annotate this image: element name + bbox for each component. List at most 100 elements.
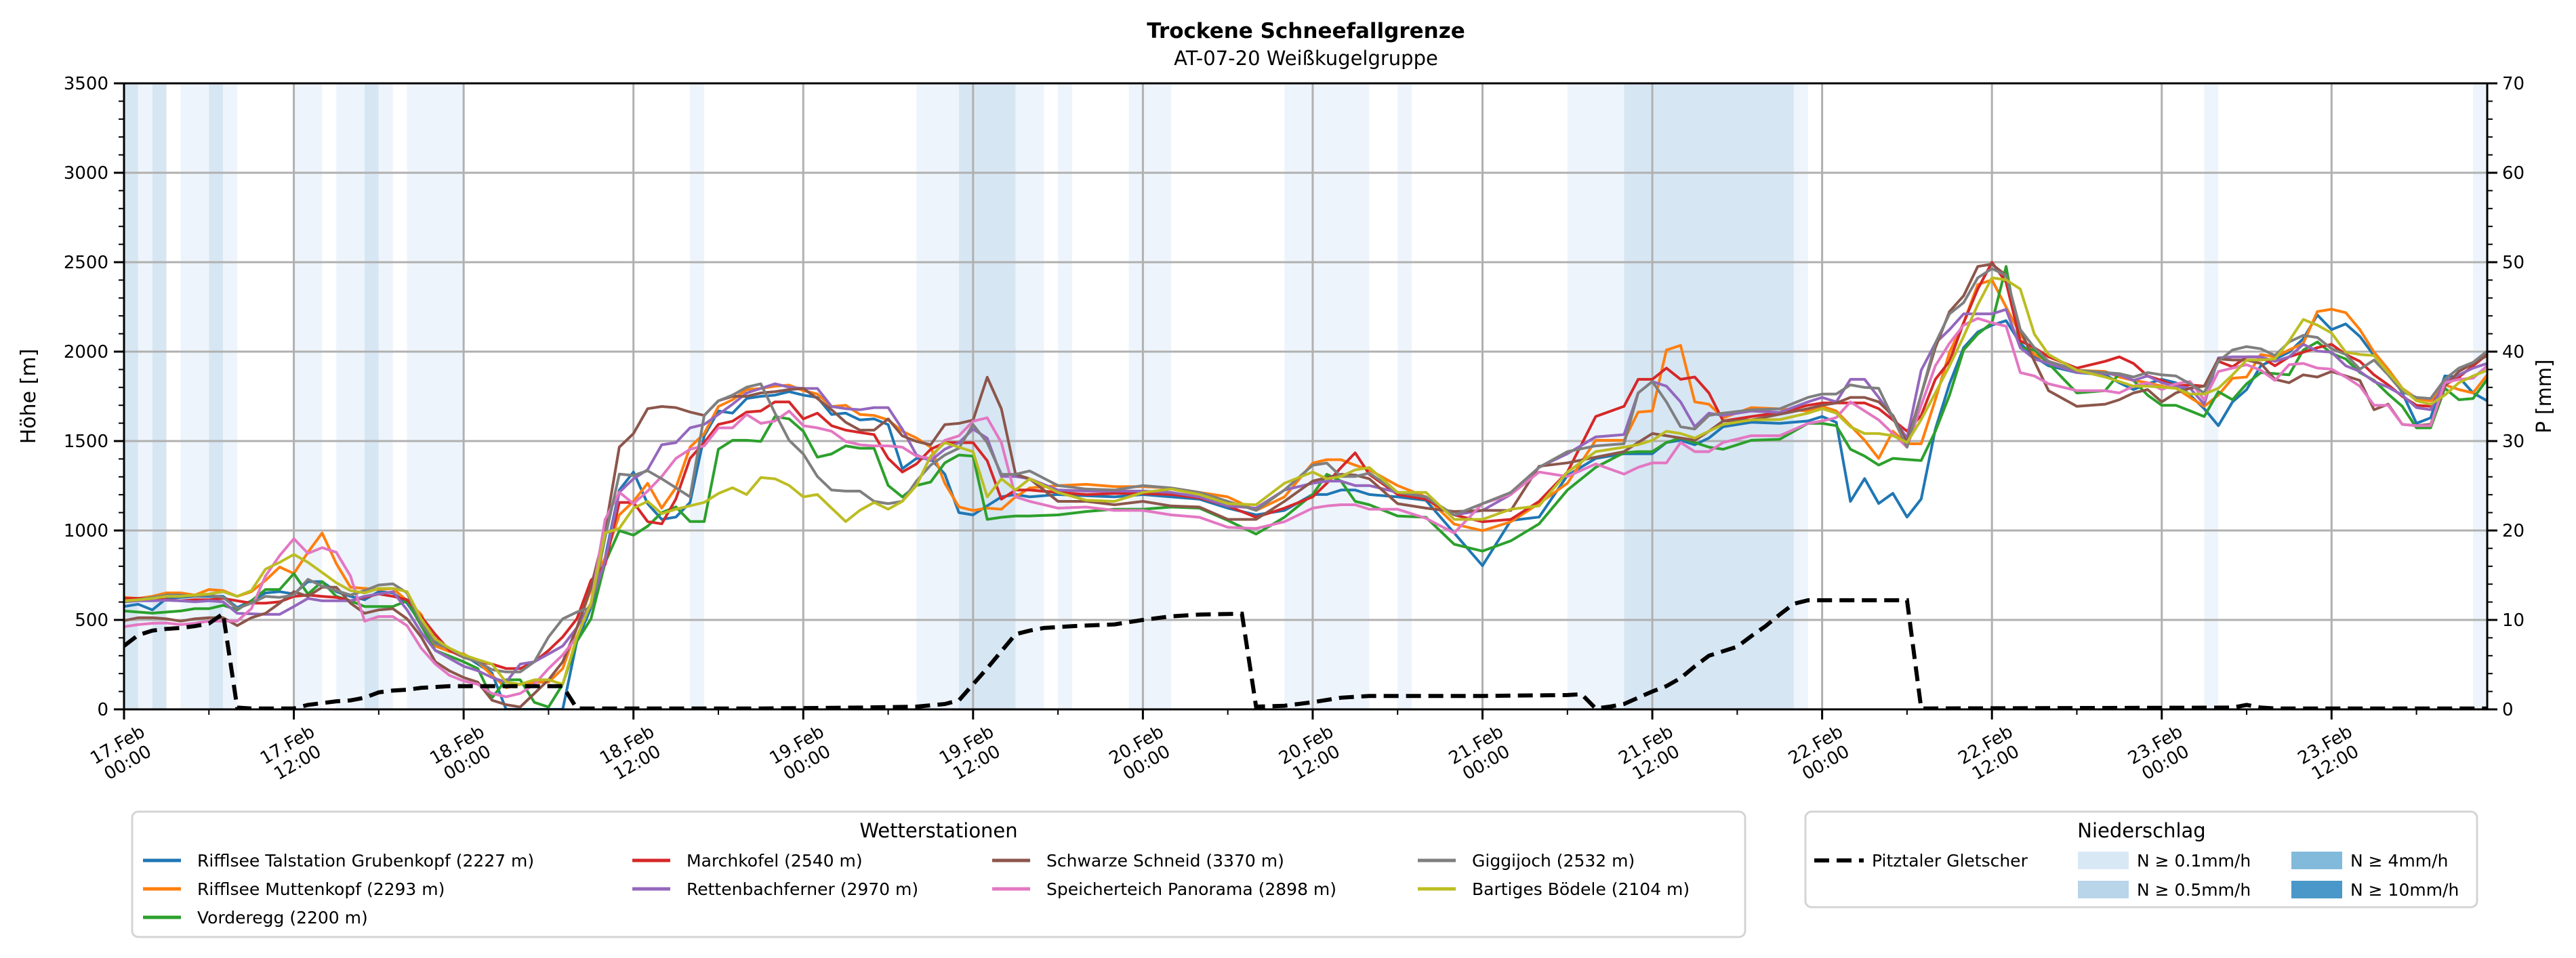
- y2-tick-label: 10: [2502, 610, 2524, 631]
- legend-item: Rifflsee Talstation Grubenkopf (2227 m): [143, 851, 534, 871]
- plot-frame: [123, 82, 2489, 711]
- legend-label: Rettenbachferner (2970 m): [687, 879, 918, 899]
- series-line-7: [124, 267, 2487, 673]
- x-tick-label-text: 22.Feb00:00: [1785, 722, 1857, 787]
- precip-band: [209, 83, 224, 709]
- x-tick-label: 20.Feb12:00: [1275, 722, 1347, 787]
- legend-item: Rifflsee Muttenkopf (2293 m): [143, 879, 445, 899]
- legend-item: Vorderegg (2200 m): [143, 908, 368, 928]
- x-tick-label: 19.Feb00:00: [766, 722, 838, 787]
- legend-label: Schwarze Schneid (3370 m): [1046, 851, 1284, 871]
- precip-band: [1397, 83, 1412, 709]
- series-line-8: [124, 276, 2487, 686]
- precip-band: [1284, 83, 1370, 709]
- y-tick-label: 3000: [64, 163, 108, 184]
- legend-stations-title: Wetterstationen: [859, 819, 1017, 842]
- chart-subtitle: AT-07-20 Weißkugelgruppe: [1174, 47, 1438, 70]
- precip-band: [1567, 83, 1624, 709]
- y-axis-label: Höhe [m]: [17, 349, 41, 444]
- x-tick-label-text: 23.Feb12:00: [2295, 722, 2367, 787]
- precip-band: [293, 83, 323, 709]
- x-tick-label-text: 21.Feb12:00: [1615, 722, 1687, 787]
- x-tick-label-text: 21.Feb00:00: [1446, 722, 1517, 787]
- legend-item: Schwarze Schneid (3370 m): [992, 851, 1284, 871]
- x-tick-label: 22.Feb12:00: [1955, 722, 2027, 787]
- precip-band: [407, 83, 464, 709]
- x-tick-label-text: 22.Feb12:00: [1955, 722, 2027, 787]
- series-line-5: [124, 262, 2487, 709]
- x-tick-label: 22.Feb00:00: [1785, 722, 1857, 787]
- x-tick-label: 23.Feb12:00: [2295, 722, 2367, 787]
- legend-precip-item: N ≥ 0.5mm/h: [2078, 880, 2251, 900]
- precip-band: [1624, 83, 1794, 709]
- legend-patch-swatch: [2078, 881, 2129, 898]
- precip-band: [152, 83, 167, 709]
- legend-item: Bartiges Bödele (2104 m): [1418, 879, 1690, 899]
- precip-band: [1015, 83, 1044, 709]
- y2-tick-label: 20: [2502, 521, 2524, 541]
- y-tick-label: 500: [75, 610, 108, 631]
- x-tick-label: 19.Feb12:00: [936, 722, 1004, 785]
- legend-patch-swatch: [2291, 852, 2342, 869]
- y-tick-label: 1500: [64, 432, 108, 452]
- y-tick-label: 1000: [64, 521, 108, 541]
- legend-precip-label: N ≥ 4mm/h: [2350, 851, 2448, 871]
- legend-precip: Niederschlag Pitztaler Gletscher N ≥ 0.1…: [1804, 810, 2478, 909]
- x-tick-label: 18.Feb00:00: [426, 722, 498, 787]
- precip-band: [138, 83, 152, 709]
- y2-tick-label: 30: [2502, 432, 2524, 452]
- legend-item: Speicherteich Panorama (2898 m): [992, 879, 1336, 899]
- precip-band: [2204, 83, 2219, 709]
- legend-precip-item: N ≥ 10mm/h: [2291, 880, 2459, 900]
- legend-label: Rifflsee Talstation Grubenkopf (2227 m): [197, 851, 534, 871]
- legend-precip-label: N ≥ 0.1mm/h: [2137, 851, 2251, 871]
- y2-axis-label: P [mm]: [2533, 359, 2556, 433]
- legend-precip-item: N ≥ 4mm/h: [2291, 851, 2448, 871]
- precip-band: [1058, 83, 1072, 709]
- legend-precip-line-label: Pitztaler Gletscher: [1872, 851, 2028, 871]
- x-tick-label: 21.Feb12:00: [1615, 722, 1687, 787]
- x-tick-label: 17.Feb00:00: [87, 722, 159, 787]
- x-tick-label-text: 20.Feb00:00: [1106, 722, 1178, 787]
- x-tick-label-text: 19.Feb00:00: [766, 722, 838, 787]
- precip-band: [1793, 83, 1808, 709]
- legend-label: Marchkofel (2540 m): [687, 851, 863, 871]
- precip-band: [364, 83, 379, 709]
- legend-label: Rifflsee Muttenkopf (2293 m): [197, 879, 445, 899]
- legend-label: Bartiges Bödele (2104 m): [1472, 879, 1690, 899]
- precip-band: [378, 83, 393, 709]
- series-lines: [124, 261, 2487, 709]
- legend-label: Giggijoch (2532 m): [1472, 851, 1635, 871]
- y-tick-label: 3500: [64, 74, 108, 94]
- y-tick-label: 2500: [64, 253, 108, 273]
- y-tick-label: 2000: [64, 342, 108, 362]
- legend-item: Marchkofel (2540 m): [632, 851, 863, 871]
- legend-precip-item: N ≥ 0.1mm/h: [2078, 851, 2251, 871]
- y2-tick-label: 0: [2502, 700, 2514, 720]
- x-tick-label: 18.Feb12:00: [596, 722, 668, 787]
- precip-band: [690, 83, 705, 709]
- chart-title: Trockene Schneefallgrenze: [1147, 19, 1465, 43]
- y2-tick-label: 70: [2502, 74, 2524, 94]
- legend-item: Rettenbachferner (2970 m): [632, 879, 918, 899]
- legend-patch-swatch: [2291, 881, 2342, 898]
- x-tick-label: 21.Feb00:00: [1446, 722, 1517, 787]
- legend-label: Speicherteich Panorama (2898 m): [1046, 879, 1336, 899]
- precip-band: [336, 83, 365, 709]
- legend-precip-title: Niederschlag: [2077, 819, 2205, 842]
- precip-band: [958, 83, 1016, 709]
- legend-label: Vorderegg (2200 m): [197, 908, 368, 928]
- x-tick-label-text: 17.Feb12:00: [257, 722, 329, 787]
- x-tick-label: 20.Feb00:00: [1106, 722, 1178, 787]
- series-line-6: [124, 316, 2487, 699]
- x-tick-label-text: 20.Feb12:00: [1275, 722, 1347, 787]
- x-tick-label-text: 18.Feb00:00: [426, 722, 498, 787]
- precip-band: [124, 83, 138, 709]
- x-tick-label: 23.Feb00:00: [2125, 722, 2192, 785]
- legend-stations-frame: [131, 810, 1746, 938]
- x-tick-label: 17.Feb12:00: [257, 722, 329, 787]
- x-tick-label-text: 18.Feb12:00: [596, 722, 668, 787]
- precip-band: [180, 83, 209, 709]
- x-tick-label-text: 17.Feb00:00: [87, 722, 159, 787]
- legend-precip-label: N ≥ 0.5mm/h: [2137, 880, 2251, 900]
